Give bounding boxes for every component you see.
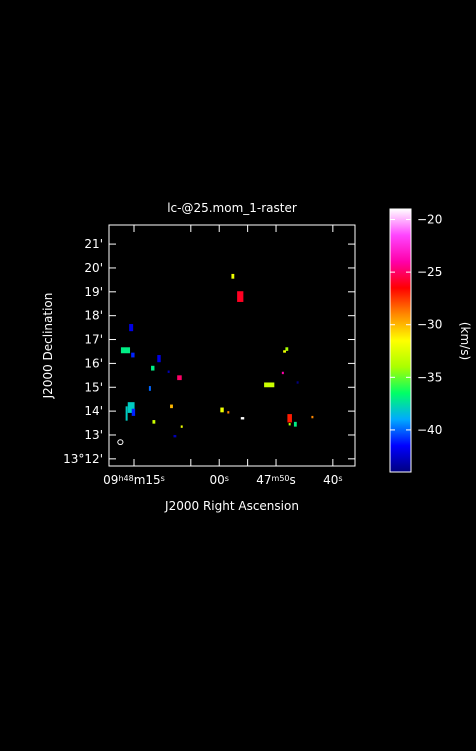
tick-label-part: 47	[256, 473, 271, 487]
y-tick-label: 13'	[84, 428, 103, 442]
plot-frame	[108, 224, 356, 467]
colorbar-tick-label: −25	[417, 265, 442, 279]
y-tick-label: 21'	[84, 237, 103, 251]
map-pixel	[167, 370, 170, 373]
y-tick-label: 14'	[84, 404, 103, 418]
map-pixel	[170, 404, 173, 409]
y-tick-label: 17'	[84, 333, 103, 347]
tick-label-part: s	[290, 473, 296, 487]
y-tick-label: 18'	[84, 309, 103, 323]
map-pixel	[151, 365, 155, 371]
beam-ellipse	[117, 439, 124, 446]
colorbar-tick-label: −20	[417, 213, 442, 227]
axis-ticks	[109, 225, 355, 466]
map-pixel	[237, 291, 244, 302]
y-tick-label: 19'	[84, 285, 103, 299]
tick-label-part: m50	[272, 474, 290, 483]
tick-label-part: 40	[323, 473, 338, 487]
colorbar	[389, 208, 412, 473]
map-pixel	[264, 382, 275, 388]
tick-label-part: s	[161, 474, 165, 483]
map-pixels	[120, 273, 314, 438]
x-tick-label: 00s	[209, 473, 228, 487]
map-pixel	[125, 406, 128, 421]
plot-title: lc-@25.mom_1-raster	[167, 201, 297, 215]
tick-label-part: 00	[209, 473, 224, 487]
map-pixel	[152, 420, 156, 424]
map-pixel	[177, 375, 182, 381]
y-tick-label: 13°12'	[63, 452, 103, 466]
map-pixel	[127, 402, 135, 413]
map-pixel	[285, 347, 289, 351]
y-tick-label: 15'	[84, 380, 103, 394]
map-pixel	[281, 371, 284, 375]
map-pixel	[231, 273, 235, 279]
axis-tick-labels: 09h48m15s 00s 47m50s 40s13°12'13'14'15'16'1…	[63, 237, 342, 487]
colorbar-tick-label: −35	[417, 370, 442, 384]
map-pixel	[227, 411, 230, 414]
map-pixel	[296, 381, 299, 384]
map-pixel	[220, 407, 224, 413]
map-pixel	[288, 423, 291, 426]
map-pixel	[157, 355, 161, 363]
colorbar-ticks: −20 −25 −30 −35 −40	[390, 213, 442, 437]
map-pixel	[180, 425, 183, 428]
map-pixel	[287, 414, 292, 423]
tick-label-part: s	[338, 474, 342, 483]
x-tick-label: 47m50s	[256, 473, 296, 487]
map-pixel	[120, 347, 131, 354]
x-tick-label: 40s	[323, 473, 342, 487]
map-pixel	[148, 386, 151, 391]
map-pixel	[283, 350, 286, 353]
colorbar-tick-label: −40	[417, 423, 442, 437]
y-axis-label: J2000 Declination	[41, 293, 55, 400]
map-pixel	[131, 408, 136, 416]
map-pixel	[173, 434, 177, 438]
colorbar-label: (km/s)	[458, 322, 472, 360]
y-tick-label: 20'	[84, 261, 103, 275]
map-pixel	[311, 415, 314, 419]
colorbar-tick-label: −30	[417, 318, 442, 332]
x-axis-label: J2000 Right Ascension	[164, 499, 299, 513]
tick-label-part: h48	[118, 474, 133, 483]
tick-label-part: 09	[103, 473, 118, 487]
map-pixel	[240, 417, 245, 420]
map-pixel	[131, 352, 135, 358]
tick-label-part: s	[225, 474, 229, 483]
x-tick-label: 09h48m15s	[103, 473, 165, 487]
map-pixel	[129, 324, 134, 332]
map-pixel	[293, 421, 297, 427]
y-tick-label: 16'	[84, 356, 103, 370]
tick-label-part: m15	[134, 473, 161, 487]
